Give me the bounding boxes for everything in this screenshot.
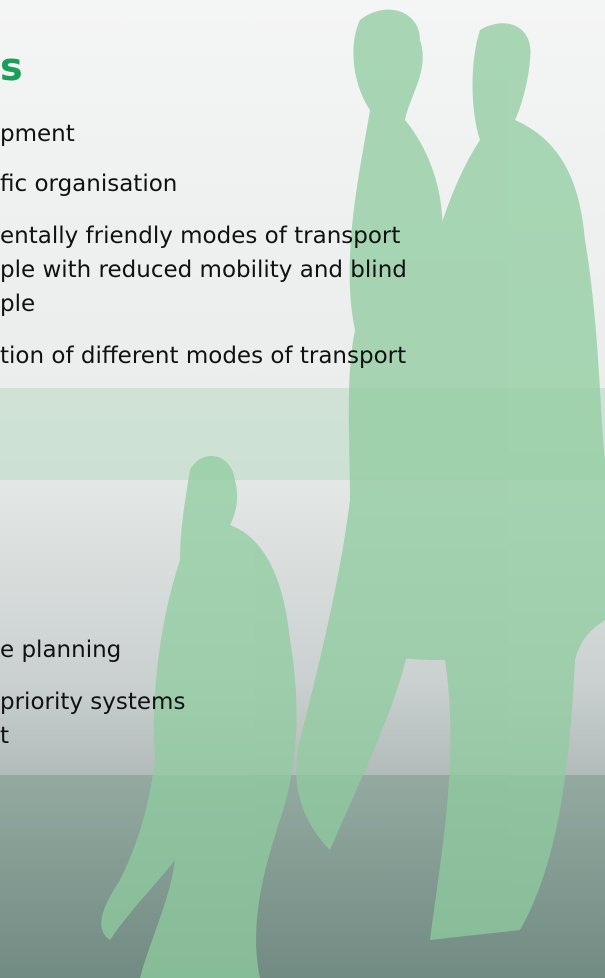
bullet-text: t (0, 722, 9, 750)
background (0, 0, 605, 978)
bullet-text: ple with reduced mobility and blind (0, 256, 407, 284)
bullet-text: fic organisation (0, 170, 177, 198)
page: {"title": "s", "section1": ["pment", "fi… (0, 0, 605, 978)
title: s (0, 45, 23, 89)
bullet-text: pment (0, 120, 75, 148)
bullet-text: ple (0, 290, 35, 318)
bullet-text: e planning (0, 636, 121, 664)
bullet-text: priority systems (0, 688, 185, 716)
bullet-text: tion of different modes of transport (0, 342, 406, 370)
bullet-text: entally friendly modes of transport (0, 222, 400, 250)
